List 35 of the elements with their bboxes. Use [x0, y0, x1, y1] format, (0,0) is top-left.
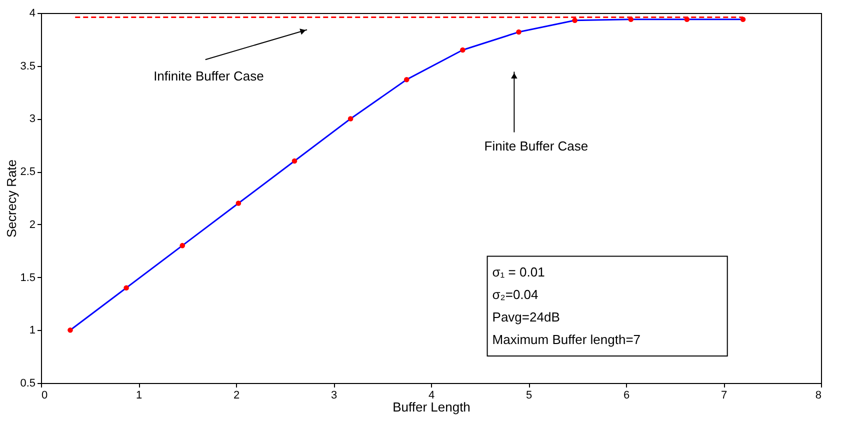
y-tick-label: 3	[29, 113, 36, 126]
point	[292, 158, 298, 164]
annotation: Infinite Buffer Case	[154, 68, 264, 84]
point	[68, 328, 73, 333]
point	[236, 200, 242, 206]
annotation: Maximum Buffer length=7	[492, 332, 641, 347]
x-tick-label: 1	[136, 390, 142, 402]
point	[180, 242, 186, 248]
y-tick-label: 1.5	[20, 272, 36, 284]
annotation: Finite Buffer Case	[484, 138, 588, 154]
y-tick-label: 1	[29, 324, 36, 337]
x-tick-label: 2	[233, 390, 240, 402]
annotation: σ₁ = 0.01	[492, 264, 545, 280]
x-tick-label: 6	[623, 390, 630, 402]
x-tick-label: 3	[330, 390, 338, 402]
y-tick-label: 4	[29, 8, 36, 20]
y-tick-label: 3.5	[20, 60, 36, 72]
point	[572, 18, 578, 24]
x-tick-label: 0	[42, 390, 48, 402]
x-tick-label: 4	[428, 390, 435, 402]
x-axis-title: Buffer Length	[392, 400, 470, 414]
y-tick-label: 0.5	[20, 378, 36, 390]
point	[460, 47, 466, 53]
y-tick-label: 2	[29, 218, 36, 231]
point	[516, 29, 522, 35]
point	[124, 285, 129, 290]
point	[348, 116, 354, 122]
annotation: σ₂=0.04	[492, 286, 538, 302]
x-tick-label: 8	[815, 390, 822, 402]
y-tick-label: 2.5	[20, 166, 36, 178]
y-axis-title: Secrecy Rate	[4, 159, 20, 238]
x-tick-label: 7	[720, 390, 728, 402]
x-tick-label: 5	[526, 390, 532, 402]
point	[404, 76, 410, 82]
annotation: Pavg=24dB	[492, 309, 560, 324]
